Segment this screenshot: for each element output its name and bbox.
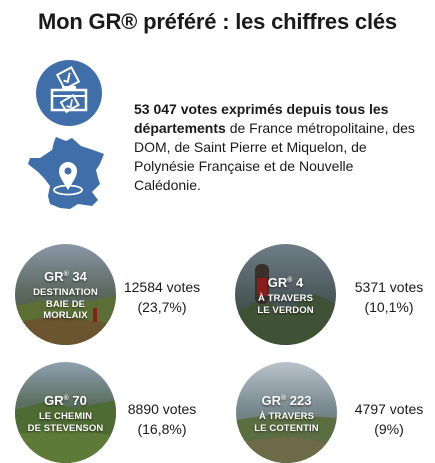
vote-percent: (9%) <box>374 421 404 437</box>
route-number: GR® 70 <box>44 393 87 408</box>
vote-percent: (10,1%) <box>364 299 414 315</box>
route-number: GR® 223 <box>261 393 312 408</box>
route-photo <box>236 362 337 463</box>
route-card-gr70: GR® 70 LE CHEMIN DE STEVENSON <box>15 362 116 463</box>
route-number: GR® 34 <box>44 269 87 285</box>
route-votes-gr34: 12584 votes (23,7%) <box>118 277 206 317</box>
votes-summary-bold: 53 047 votes exprimés depuis tous les dé… <box>134 101 389 136</box>
vote-count: 8890 votes <box>127 401 197 417</box>
route-card-gr34: GR® 34 DESTINATION BAIE DE MORLAIX <box>15 244 116 345</box>
page-title: Mon GR® préféré : les chiffres clés <box>38 9 397 34</box>
route-votes-gr4: 5371 votes (10,1%) <box>346 277 432 317</box>
route-name: À TRAVERS LE VERDON <box>257 293 314 316</box>
route-name: À TRAVERS LE COTENTIN <box>254 411 319 434</box>
votes-summary-rest: de France métropolitaine, des DOM, de Sa… <box>134 120 415 193</box>
route-number: GR® 4 <box>267 275 304 290</box>
route-card-gr4: GR® 4 À TRAVERS LE VERDON <box>235 244 336 345</box>
route-photo <box>15 362 116 463</box>
route-name: DESTINATION BAIE DE MORLAIX <box>33 287 98 322</box>
vote-count: 12584 votes <box>123 279 201 295</box>
route-name: LE CHEMIN DE STEVENSON <box>27 411 104 434</box>
route-votes-gr223: 4797 votes (9%) <box>346 399 432 439</box>
route-photo <box>15 244 116 345</box>
vote-count: 4797 votes <box>354 401 424 417</box>
vote-count: 5371 votes <box>354 279 424 295</box>
ballot-box-icon <box>36 60 102 126</box>
vote-percent: (16,8%) <box>137 421 187 437</box>
route-photo <box>235 244 336 345</box>
vote-percent: (23,7%) <box>137 299 187 315</box>
route-card-gr223: GR® 223 À TRAVERS LE COTENTIN <box>236 362 337 463</box>
votes-summary: 53 047 votes exprimés depuis tous les dé… <box>134 100 424 195</box>
route-votes-gr70: 8890 votes (16,8%) <box>118 399 206 439</box>
france-map-location-icon <box>26 134 110 219</box>
